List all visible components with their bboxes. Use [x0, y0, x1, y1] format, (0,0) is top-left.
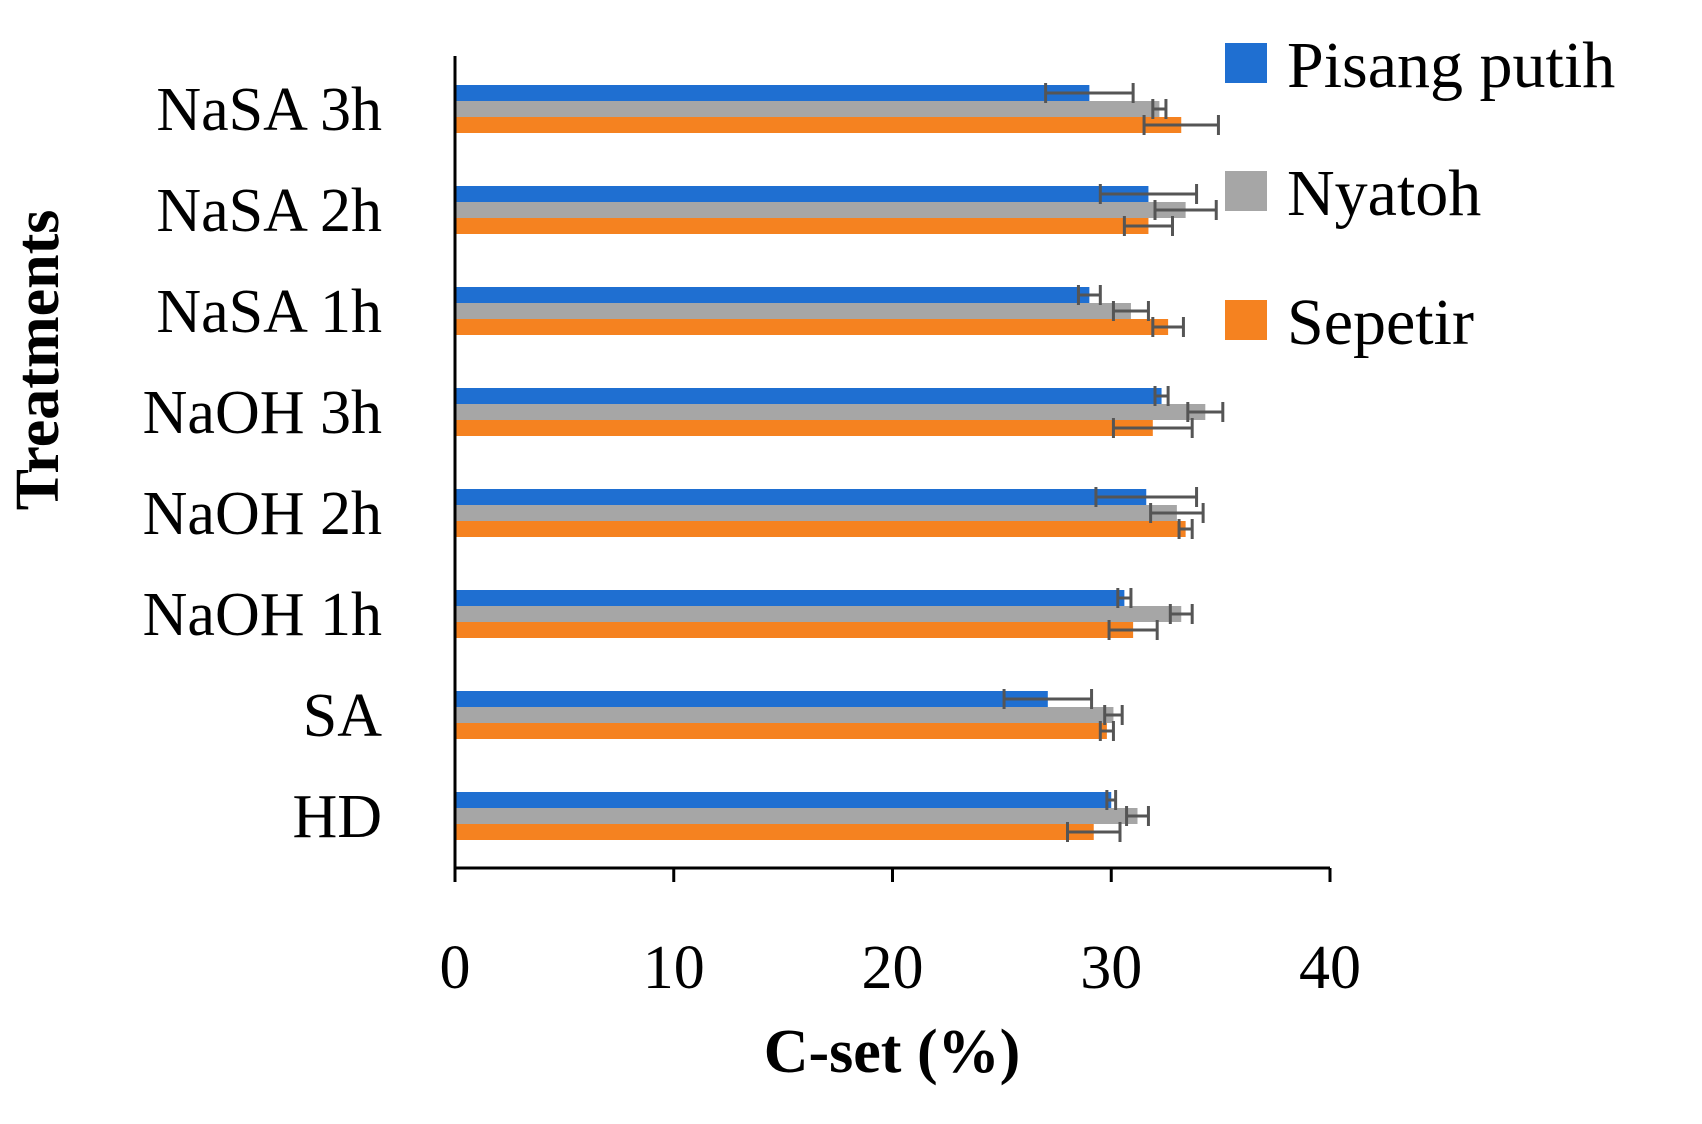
bar-nasa-3h-nyatoh — [455, 101, 1160, 117]
error-bar-nasa-1h-pisang-putih — [1076, 285, 1102, 305]
error-bar-nasa-3h-pisang-putih — [1044, 83, 1135, 103]
x-tick-label: 30 — [1080, 934, 1142, 1002]
bar-hd-nyatoh — [455, 808, 1138, 824]
bar-sa-nyatoh — [455, 707, 1114, 723]
bar-nasa-1h-nyatoh — [455, 303, 1131, 319]
x-tick-label: 20 — [862, 934, 924, 1002]
error-bar-naoh-1h-pisang-putih — [1116, 588, 1133, 608]
bar-sa-pisang-putih — [455, 691, 1048, 707]
bar-hd-sepetir — [455, 824, 1094, 840]
error-bar-hd-nyatoh — [1125, 806, 1150, 826]
error-bar-sa-nyatoh — [1103, 705, 1124, 725]
error-bar-nasa-3h-nyatoh — [1151, 99, 1168, 119]
category-label: NaSA 3h — [156, 76, 382, 144]
error-bar-naoh-3h-nyatoh — [1186, 402, 1225, 422]
x-tick-label: 10 — [643, 934, 705, 1002]
error-bar-naoh-3h-sepetir — [1111, 418, 1194, 438]
bar-nasa-3h-pisang-putih — [455, 85, 1090, 101]
legend-swatch — [1225, 171, 1267, 211]
bar-nasa-2h-nyatoh — [455, 202, 1186, 218]
x-tick-label: 40 — [1299, 934, 1361, 1002]
category-label: NaOH 3h — [143, 379, 382, 447]
error-bar-nasa-1h-nyatoh — [1111, 301, 1150, 321]
legend-item-pisang-putih: Pisang putih — [1225, 29, 1615, 102]
category-label: HD — [292, 783, 382, 851]
bar-nasa-2h-pisang-putih — [455, 186, 1149, 202]
error-bar-sa-pisang-putih — [1002, 689, 1094, 709]
error-bar-nasa-2h-sepetir — [1122, 216, 1174, 236]
error-bar-nasa-3h-sepetir — [1142, 115, 1220, 135]
category-labels-group: NaSA 3h NaSA 2h NaSA 1h NaOH 3h NaOH 2h NaOH … — [143, 76, 383, 851]
error-bar-naoh-1h-sepetir — [1107, 620, 1159, 640]
x-tick-label: 0 — [440, 934, 471, 1002]
bar-naoh-1h-sepetir — [455, 622, 1134, 638]
error-bar-hd-pisang-putih — [1105, 790, 1118, 810]
axes-group — [453, 56, 1330, 870]
bar-naoh-1h-pisang-putih — [455, 590, 1125, 606]
bar-nasa-1h-pisang-putih — [455, 287, 1090, 303]
x-axis-title: C-set (%) — [764, 1018, 1021, 1086]
category-label: SA — [303, 682, 382, 750]
bar-nasa-2h-sepetir — [455, 218, 1149, 234]
bar-naoh-3h-nyatoh — [455, 404, 1206, 420]
bar-nasa-1h-sepetir — [455, 319, 1169, 335]
legend-label: Nyatoh — [1287, 157, 1481, 230]
category-label: NaSA 1h — [156, 278, 382, 346]
error-bar-naoh-1h-nyatoh — [1168, 604, 1194, 624]
bar-naoh-3h-pisang-putih — [455, 388, 1162, 404]
bar-naoh-2h-sepetir — [455, 521, 1186, 537]
legend-swatch — [1225, 43, 1267, 83]
error-bar-nasa-2h-pisang-putih — [1098, 184, 1199, 204]
error-bar-naoh-3h-pisang-putih — [1153, 386, 1170, 406]
error-bar-nasa-1h-sepetir — [1151, 317, 1185, 337]
category-label: NaSA 2h — [156, 177, 382, 245]
error-bars-group — [1002, 83, 1225, 842]
bar-naoh-2h-pisang-putih — [455, 489, 1147, 505]
bar-naoh-2h-nyatoh — [455, 505, 1177, 521]
y-axis-title: Treatments — [4, 210, 72, 511]
bar-hd-pisang-putih — [455, 792, 1112, 808]
error-bar-nasa-2h-nyatoh — [1153, 200, 1218, 220]
legend-label: Sepetir — [1287, 286, 1474, 359]
legend: Pisang putih Nyatoh Sepetir — [1225, 29, 1615, 359]
error-bar-naoh-2h-nyatoh — [1149, 503, 1205, 523]
legend-item-sepetir: Sepetir — [1225, 286, 1474, 359]
bar-naoh-1h-nyatoh — [455, 606, 1182, 622]
legend-swatch — [1225, 300, 1267, 340]
category-label: NaOH 1h — [143, 581, 382, 649]
bars-group — [455, 85, 1206, 840]
error-bar-naoh-2h-pisang-putih — [1094, 487, 1199, 507]
legend-label: Pisang putih — [1287, 29, 1615, 102]
error-bar-naoh-2h-sepetir — [1177, 519, 1194, 539]
error-bar-hd-sepetir — [1066, 822, 1122, 842]
bar-nasa-3h-sepetir — [455, 117, 1182, 133]
error-bar-sa-sepetir — [1098, 721, 1115, 741]
category-label: NaOH 2h — [143, 480, 382, 548]
bar-sa-sepetir — [455, 723, 1107, 739]
x-ticks-group: 0 10 20 30 40 — [440, 868, 1361, 1002]
bar-naoh-3h-sepetir — [455, 420, 1153, 436]
legend-item-nyatoh: Nyatoh — [1225, 157, 1481, 230]
